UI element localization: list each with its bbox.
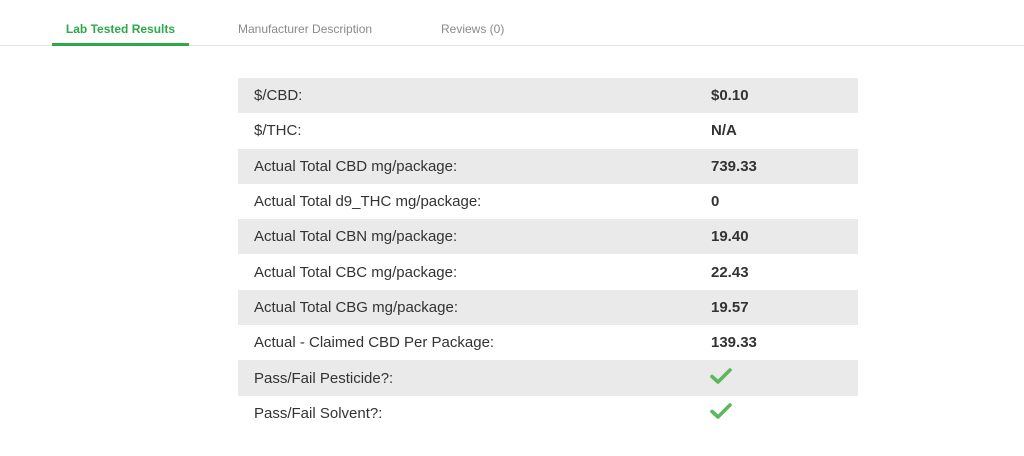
result-row-total-cbd: Actual Total CBD mg/package: 739.33: [238, 148, 858, 184]
result-label: $/THC:: [254, 122, 302, 140]
result-value: 139.33: [711, 334, 757, 352]
result-label: Actual Total CBC mg/package:: [254, 263, 458, 281]
result-row-total-cbn: Actual Total CBN mg/package: 19.40: [238, 219, 858, 255]
result-label: Pass/Fail Solvent?:: [254, 404, 383, 422]
tab-lab-tested-results[interactable]: Lab Tested Results: [52, 0, 189, 46]
result-row-pesticide: Pass/Fail Pesticide?:: [238, 360, 858, 396]
result-value: N/A: [711, 122, 737, 140]
check-icon: [710, 368, 732, 384]
result-row-actual-minus-claimed-cbd: Actual - Claimed CBD Per Package: 139.33: [238, 325, 858, 360]
result-row-total-cbg: Actual Total CBG mg/package: 19.57: [238, 289, 858, 326]
result-label: Pass/Fail Pesticide?:: [254, 369, 394, 387]
result-label: Actual - Claimed CBD Per Package:: [254, 334, 495, 352]
tab-manufacturer-description[interactable]: Manufacturer Description: [238, 22, 373, 36]
result-value: [696, 368, 796, 388]
result-row-total-d9-thc: Actual Total d9_THC mg/package: 0: [238, 184, 858, 219]
tab-reviews[interactable]: Reviews (0): [441, 22, 505, 36]
result-label: Actual Total d9_THC mg/package:: [254, 193, 482, 211]
result-label: Actual Total CBG mg/package:: [254, 298, 458, 316]
result-value: 22.43: [711, 263, 749, 281]
result-value: 19.57: [711, 298, 749, 316]
tab-bar: Lab Tested Results Manufacturer Descript…: [0, 0, 1024, 46]
result-value: 19.40: [711, 228, 749, 246]
lab-results-table: $/CBD: $0.10 $/THC: N/A Actual Total CBD…: [238, 78, 858, 431]
result-row-total-cbc: Actual Total CBC mg/package: 22.43: [238, 254, 858, 289]
result-value: 739.33: [711, 157, 757, 175]
result-label: $/CBD:: [254, 87, 303, 105]
result-label: Actual Total CBD mg/package:: [254, 157, 458, 175]
result-row-cost-per-thc: $/THC: N/A: [238, 113, 858, 148]
result-row-solvent: Pass/Fail Solvent?:: [238, 396, 858, 431]
result-row-cost-per-cbd: $/CBD: $0.10: [238, 78, 858, 114]
result-value: 0: [711, 193, 720, 211]
result-value: $0.10: [711, 87, 749, 105]
check-icon: [710, 403, 732, 420]
result-value: [696, 403, 796, 423]
result-label: Actual Total CBN mg/package:: [254, 228, 458, 246]
